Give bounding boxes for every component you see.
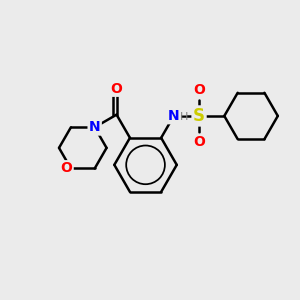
Text: H: H	[180, 112, 189, 122]
Text: N: N	[168, 109, 180, 123]
Text: O: O	[193, 135, 205, 149]
Text: O: O	[61, 161, 72, 176]
Text: O: O	[193, 83, 205, 97]
Text: S: S	[193, 107, 205, 125]
Text: O: O	[111, 82, 122, 95]
Text: N: N	[89, 120, 100, 134]
